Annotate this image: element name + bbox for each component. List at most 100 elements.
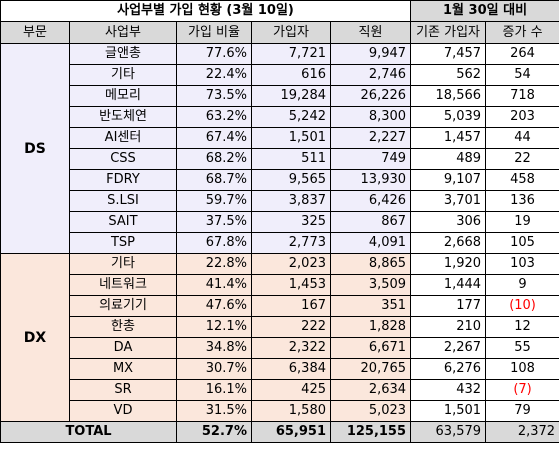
increase-cell: 22 (485, 148, 559, 170)
staff-cell: 2,746 (329, 64, 412, 86)
rate-cell: 77.6% (176, 43, 252, 65)
staff-cell: 2,634 (329, 379, 412, 401)
staff-cell: 1,828 (329, 316, 412, 338)
staff-cell: 13,930 (329, 169, 412, 191)
rate-cell: 73.5% (176, 85, 252, 107)
division-cell: FDRY (69, 169, 177, 191)
staff-cell: 4,091 (329, 232, 412, 254)
members-cell: 511 (251, 148, 331, 170)
prev-cell: 210 (410, 316, 487, 338)
staff-cell: 2,227 (329, 127, 412, 149)
division-cell: MX (69, 358, 177, 380)
increase-cell: 264 (485, 43, 559, 65)
division-cell: 글앤총 (69, 43, 177, 65)
increase-cell: 458 (485, 169, 559, 191)
staff-cell: 26,226 (329, 85, 412, 107)
rate-cell: 12.1% (176, 316, 252, 338)
prev-cell: 432 (410, 379, 487, 401)
table-row: 의료기기 47.6% 167 351 177 (10) (1, 295, 559, 317)
table-row: DA 34.8% 2,322 6,671 2,267 55 (1, 337, 559, 359)
division-cell: 기타 (69, 64, 177, 86)
staff-cell: 5,023 (329, 400, 412, 422)
members-cell: 5,242 (251, 106, 331, 128)
members-cell: 616 (251, 64, 331, 86)
prev-cell: 6,276 (410, 358, 487, 380)
members-cell: 7,721 (251, 43, 331, 65)
prev-cell: 1,920 (410, 253, 487, 275)
staff-cell: 20,765 (329, 358, 412, 380)
members-cell: 2,322 (251, 337, 331, 359)
division-cell: S.LSI (69, 190, 177, 212)
header-prev: 기존 가입자 (410, 21, 487, 44)
increase-cell: 718 (485, 85, 559, 107)
members-cell: 222 (251, 316, 331, 338)
total-members: 65,951 (251, 421, 331, 443)
table-row: MX 30.7% 6,384 20,765 6,276 108 (1, 358, 559, 380)
table-row: SAIT 37.5% 325 867 306 19 (1, 211, 559, 233)
increase-cell: 103 (485, 253, 559, 275)
rate-cell: 63.2% (176, 106, 252, 128)
increase-cell: 136 (485, 190, 559, 212)
prev-cell: 7,457 (410, 43, 487, 65)
rate-cell: 68.2% (176, 148, 252, 170)
division-cell: 기타 (69, 253, 177, 275)
table-row: 반도체연 63.2% 5,242 8,300 5,039 203 (1, 106, 559, 128)
division-cell: SR (69, 379, 177, 401)
members-cell: 3,837 (251, 190, 331, 212)
members-cell: 19,284 (251, 85, 331, 107)
staff-cell: 6,671 (329, 337, 412, 359)
rate-cell: 68.7% (176, 169, 252, 191)
rate-cell: 41.4% (176, 274, 252, 296)
division-cell: CSS (69, 148, 177, 170)
members-cell: 167 (251, 295, 331, 317)
increase-cell: 203 (485, 106, 559, 128)
group-label: DS (0, 43, 70, 254)
prev-cell: 489 (410, 148, 487, 170)
table-row: 메모리 73.5% 19,284 26,226 18,566 718 (1, 85, 559, 107)
table-row: 한총 12.1% 222 1,828 210 12 (1, 316, 559, 338)
prev-cell: 1,457 (410, 127, 487, 149)
table-row: FDRY 68.7% 9,565 13,930 9,107 458 (1, 169, 559, 191)
members-cell: 1,501 (251, 127, 331, 149)
members-cell: 6,384 (251, 358, 331, 380)
staff-cell: 351 (329, 295, 412, 317)
rate-cell: 67.4% (176, 127, 252, 149)
increase-cell: 108 (485, 358, 559, 380)
table-row: S.LSI 59.7% 3,837 6,426 3,701 136 (1, 190, 559, 212)
increase-cell: 12 (485, 316, 559, 338)
total-prev: 63,579 (410, 421, 487, 443)
increase-cell: 19 (485, 211, 559, 233)
prev-cell: 177 (410, 295, 487, 317)
header-group: 부문 (0, 21, 70, 44)
signup-status-table: 사업부별 가입 현황 (3월 10일) 1월 30일 대비 부문 사업부 가입 … (0, 0, 559, 443)
prev-cell: 1,444 (410, 274, 487, 296)
increase-cell: (7) (485, 379, 559, 401)
rate-cell: 30.7% (176, 358, 252, 380)
members-cell: 1,453 (251, 274, 331, 296)
prev-cell: 2,267 (410, 337, 487, 359)
members-cell: 2,023 (251, 253, 331, 275)
rate-cell: 47.6% (176, 295, 252, 317)
table-row: VD 31.5% 1,580 5,023 1,501 79 (1, 400, 559, 422)
table-row: DX 기타 22.8% 2,023 8,865 1,920 103 (0, 253, 559, 422)
increase-cell: 54 (485, 64, 559, 86)
total-staff: 125,155 (329, 421, 412, 443)
staff-cell: 749 (329, 148, 412, 170)
table-title: 사업부별 가입 현황 (3월 10일) (0, 0, 412, 22)
staff-cell: 6,426 (329, 190, 412, 212)
table-row: SR 16.1% 425 2,634 432 (7) (1, 379, 559, 401)
header-members: 가입자 (251, 21, 331, 44)
rate-cell: 31.5% (176, 400, 252, 422)
header-division: 사업부 (69, 21, 177, 44)
division-cell: 네트워크 (69, 274, 177, 296)
increase-cell: 9 (485, 274, 559, 296)
staff-cell: 3,509 (329, 274, 412, 296)
staff-cell: 8,865 (329, 253, 412, 275)
rate-cell: 34.8% (176, 337, 252, 359)
header-increase: 증가 수 (485, 21, 559, 44)
members-cell: 2,773 (251, 232, 331, 254)
prev-cell: 306 (410, 211, 487, 233)
total-rate: 52.7% (176, 421, 252, 443)
table-body: DS 글앤총 77.6% 7,721 9,947 7,457 264 기타 22.4% 616 2,… (0, 43, 559, 422)
increase-cell: 79 (485, 400, 559, 422)
